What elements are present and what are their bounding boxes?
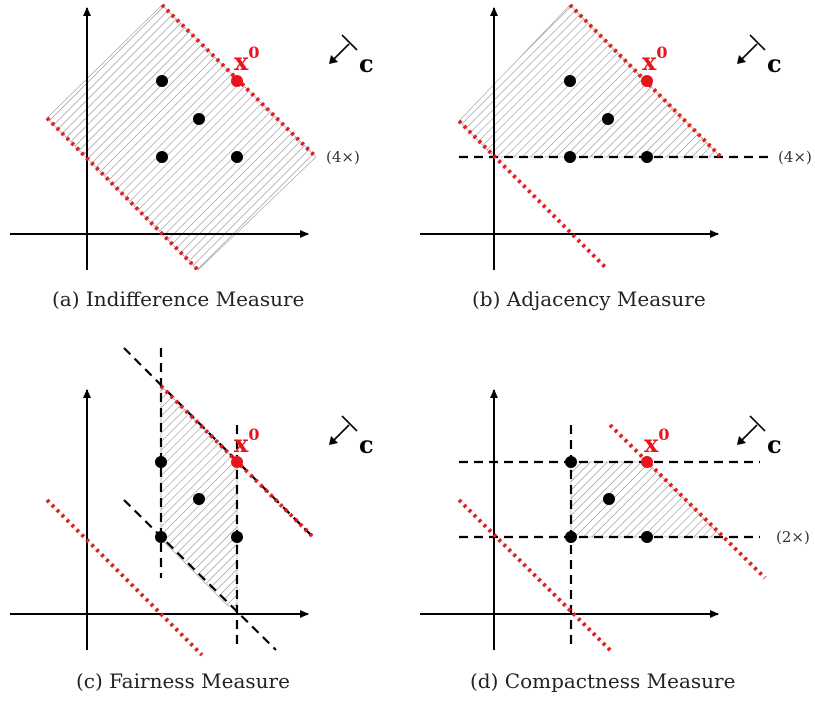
cost-direction-arrow-icon [737, 415, 766, 445]
lattice-point [602, 113, 614, 125]
lattice-point [156, 75, 168, 87]
lattice-point [565, 456, 577, 468]
caption-c: (c) Fairness Measure [76, 669, 290, 693]
lattice-point [565, 531, 577, 543]
caption-b: (b) Adjacency Measure [472, 287, 706, 311]
x0-label: x0 [234, 425, 259, 458]
lattice-point [564, 151, 576, 163]
cost-direction-arrow-icon [329, 34, 358, 64]
lattice-point [155, 456, 167, 468]
x0-point [231, 75, 243, 87]
multiplicity-label: (4×) [778, 148, 812, 166]
cost-direction-arrow-icon [737, 34, 766, 64]
feasible-region-hatched [570, 461, 723, 538]
panel-c: x0 c [10, 347, 374, 657]
cost-direction-arrow-icon [329, 415, 358, 445]
multiplicity-label: (2×) [776, 528, 810, 546]
x0-label: x0 [642, 43, 667, 76]
lattice-point [193, 493, 205, 505]
lower-red-level-line [45, 116, 200, 272]
lattice-point [193, 113, 205, 125]
feasible-region-hatched [46, 4, 317, 271]
lower-red-level-line [457, 498, 614, 654]
panel-d: x0 c (2×) [420, 389, 810, 654]
lattice-point [603, 493, 615, 505]
lattice-point [231, 531, 243, 543]
caption-d: (d) Compactness Measure [470, 669, 736, 693]
black-dashed-constraint [123, 499, 277, 651]
panel-b: x0 c (4×) [420, 3, 812, 270]
lattice-point [641, 151, 653, 163]
lower-red-level-line [45, 498, 204, 657]
x0-point [641, 456, 653, 468]
cost-vector-label: c [767, 430, 782, 459]
upper-red-level-line [160, 3, 318, 159]
caption-a: (a) Indifference Measure [52, 287, 305, 311]
multiplicity-label: (4×) [326, 148, 360, 166]
x0-label: x0 [644, 425, 669, 458]
cost-vector-label: c [359, 430, 374, 459]
x0-label: x0 [234, 43, 259, 76]
lattice-point [641, 531, 653, 543]
lattice-point [155, 531, 167, 543]
lattice-point [231, 151, 243, 163]
upper-red-level-line [608, 423, 767, 580]
cost-vector-label: c [767, 49, 782, 78]
lattice-point [564, 75, 576, 87]
lattice-point [156, 151, 168, 163]
panel-a: x0 c (4×) [10, 3, 374, 272]
cost-vector-label: c [359, 49, 374, 78]
x0-point [641, 75, 653, 87]
x0-point [231, 456, 243, 468]
